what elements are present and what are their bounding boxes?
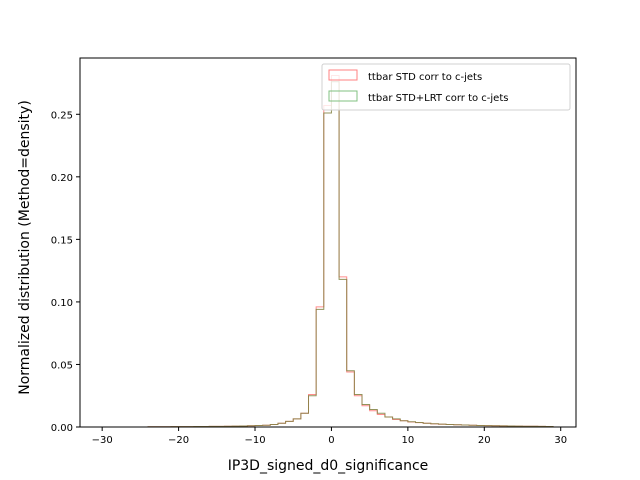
y-tick-label: 0.05 xyxy=(51,360,73,371)
legend-swatch-std xyxy=(328,69,358,81)
x-tick-label: 30 xyxy=(554,435,567,446)
y-axis-label: Normalized distribution (Method=density) xyxy=(17,100,33,395)
legend: ttbar STD corr to c-jets ttbar STD+LRT c… xyxy=(321,63,571,111)
x-tick-label: −20 xyxy=(168,435,189,446)
histogram-series-1 xyxy=(102,81,554,428)
x-tick-label: −10 xyxy=(244,435,265,446)
axes-frame xyxy=(79,57,577,428)
x-tick-label: 10 xyxy=(401,435,414,446)
x-tick-label: −30 xyxy=(92,435,113,446)
x-tick-label: 0 xyxy=(328,435,334,446)
legend-swatch-std-lrt xyxy=(328,90,358,102)
y-tick-label: 0.00 xyxy=(51,423,73,434)
series-layer xyxy=(102,75,554,428)
y-tick-label: 0.20 xyxy=(51,173,73,184)
y-tick-label: 0.25 xyxy=(51,110,73,121)
legend-box xyxy=(321,63,571,111)
y-tick-label: 0.10 xyxy=(51,298,73,309)
x-axis-ticks: −30 −20 −10 0 10 20 30 xyxy=(92,427,567,446)
legend-label-std-lrt: ttbar STD+LRT corr to c-jets xyxy=(368,93,508,104)
histogram-series-0 xyxy=(102,75,554,428)
y-tick-label: 0.15 xyxy=(51,235,73,246)
x-axis-label: IP3D_signed_d0_significance xyxy=(228,458,429,474)
legend-label-std: ttbar STD corr to c-jets xyxy=(368,72,482,83)
y-axis-ticks: 0.00 0.05 0.10 0.15 0.20 0.25 xyxy=(51,110,80,434)
x-tick-label: 20 xyxy=(478,435,491,446)
